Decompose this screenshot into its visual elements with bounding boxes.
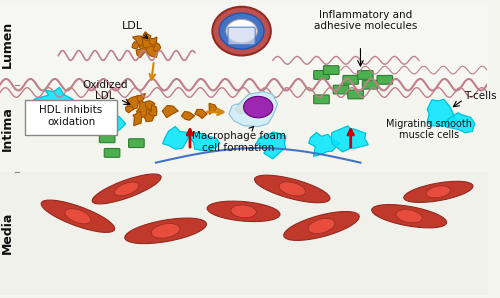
Text: HDL inhibits
oxidation: HDL inhibits oxidation [40,105,102,127]
Ellipse shape [426,186,450,198]
Polygon shape [428,99,456,126]
Polygon shape [146,46,158,57]
Polygon shape [309,133,340,156]
Ellipse shape [152,224,180,238]
Polygon shape [153,42,160,52]
FancyBboxPatch shape [100,134,115,143]
Polygon shape [256,132,286,159]
Text: Lumen: Lumen [2,21,15,68]
Polygon shape [142,32,150,40]
Ellipse shape [65,209,91,224]
Polygon shape [34,87,73,113]
Polygon shape [126,106,134,113]
Polygon shape [136,47,145,58]
FancyBboxPatch shape [128,139,144,148]
Polygon shape [144,110,154,122]
FancyBboxPatch shape [348,90,364,99]
Ellipse shape [92,174,161,204]
Text: T-cells: T-cells [464,91,496,101]
Ellipse shape [254,175,330,203]
Ellipse shape [404,181,473,202]
Ellipse shape [114,182,139,196]
Polygon shape [137,38,154,54]
Polygon shape [444,113,475,133]
Polygon shape [137,94,145,103]
Text: Migrating smooth
muscle cells: Migrating smooth muscle cells [386,119,472,140]
Polygon shape [133,111,141,125]
Polygon shape [95,115,126,135]
Ellipse shape [41,200,115,232]
FancyBboxPatch shape [377,75,392,84]
Polygon shape [132,36,143,46]
FancyBboxPatch shape [314,95,330,104]
Ellipse shape [125,218,206,243]
FancyBboxPatch shape [26,100,117,135]
Polygon shape [188,132,220,151]
Polygon shape [136,101,151,118]
FancyBboxPatch shape [314,71,330,79]
Ellipse shape [308,218,335,234]
Polygon shape [127,96,138,109]
Text: Oxidized
LDL: Oxidized LDL [82,80,128,101]
Ellipse shape [226,19,257,43]
Ellipse shape [279,182,305,196]
Text: Inflammatory and
adhesive molecules: Inflammatory and adhesive molecules [314,10,417,31]
Polygon shape [148,105,157,116]
Polygon shape [149,37,157,45]
FancyBboxPatch shape [362,80,378,89]
Polygon shape [65,111,94,130]
Polygon shape [195,109,207,118]
Polygon shape [132,42,139,49]
Ellipse shape [372,204,446,228]
Ellipse shape [284,212,359,240]
Ellipse shape [207,201,280,222]
FancyBboxPatch shape [358,71,373,79]
Polygon shape [229,91,278,127]
Polygon shape [235,102,246,113]
Polygon shape [162,127,188,149]
Polygon shape [331,126,368,152]
Text: LDL: LDL [122,21,148,38]
FancyBboxPatch shape [324,66,339,74]
FancyBboxPatch shape [228,27,255,45]
Polygon shape [162,105,178,118]
Ellipse shape [219,13,264,49]
Ellipse shape [231,205,256,218]
Text: Media: Media [2,212,15,254]
FancyBboxPatch shape [343,75,358,84]
Ellipse shape [244,96,273,118]
Ellipse shape [212,7,271,55]
Polygon shape [209,103,217,114]
Polygon shape [146,101,154,109]
FancyBboxPatch shape [104,148,120,157]
Text: Intima: Intima [2,106,15,151]
Polygon shape [182,112,194,120]
Ellipse shape [396,209,422,223]
FancyBboxPatch shape [333,85,349,94]
Text: Macrophage foam
cell formation: Macrophage foam cell formation [192,126,286,153]
